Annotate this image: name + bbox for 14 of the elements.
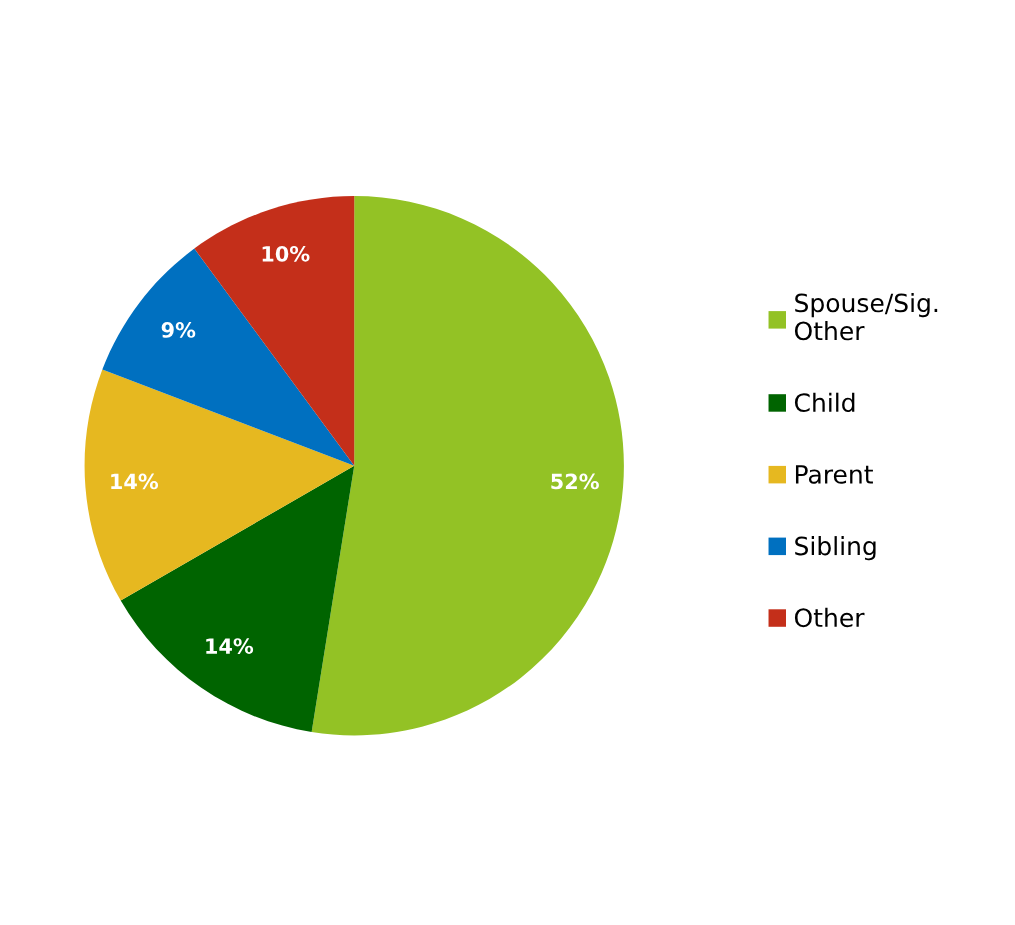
pie-slice <box>84 369 355 601</box>
pie-slice <box>102 248 355 466</box>
legend-label: Spouse/Sig. Other <box>794 293 938 341</box>
data-label: 10% <box>262 245 310 262</box>
legend-label: Parent <box>795 465 873 484</box>
data-label: 14% <box>206 638 254 654</box>
legend-label: Child <box>794 392 855 413</box>
data-label: 9% <box>161 322 196 338</box>
pie-slice <box>194 196 355 466</box>
data-label: 14% <box>111 473 159 490</box>
data-label: 52% <box>551 473 599 490</box>
legend-label: Sibling <box>795 536 876 561</box>
pie-slice <box>311 196 624 736</box>
legend-label: Other <box>794 607 865 628</box>
